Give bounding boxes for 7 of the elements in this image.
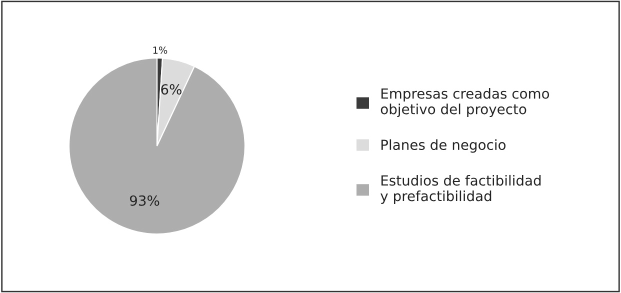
- pie-slice: [68, 57, 246, 235]
- legend-label: Estudios de factibilidad y prefactibilidad: [380, 174, 541, 204]
- data-label: 1%: [153, 46, 168, 54]
- data-label: 93%: [130, 195, 160, 206]
- legend-label: Empresas creadas como objetivo del proyecto: [380, 88, 550, 118]
- data-label: 6%: [161, 84, 182, 95]
- legend-label: Planes de negocio: [381, 139, 506, 153]
